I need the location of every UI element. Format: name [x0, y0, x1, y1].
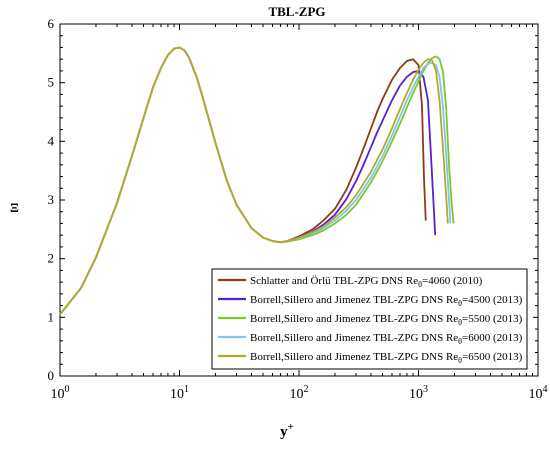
x-tick-label: 103	[409, 384, 428, 402]
legend-label-sub: θ	[458, 356, 462, 365]
legend-label-2: Borrell,Sillero and Jimenez TBL-ZPG DNS …	[250, 294, 523, 308]
y-axis-label: Ξ	[10, 200, 19, 215]
x-tick-label: 101	[170, 384, 189, 402]
ticks-layer	[59, 23, 539, 377]
x-tick-label-exp: 1	[184, 384, 189, 395]
x-tick-label: 102	[290, 384, 309, 402]
legend-items: Schlatter and Örlü TBL-ZPG DNS Reθ=4060 …	[218, 275, 523, 365]
x-tick-label-exp: 4	[543, 384, 548, 395]
legend-label-text: Schlatter and Örlü TBL-ZPG DNS Re	[250, 275, 418, 287]
x-tick-label: 104	[529, 384, 548, 402]
x-axis-label-base: y	[280, 424, 288, 440]
legend-box	[211, 268, 528, 370]
legend-label-3: Borrell,Sillero and Jimenez TBL-ZPG DNS …	[250, 313, 523, 327]
plot-area	[59, 23, 539, 377]
legend-label-sub: θ	[418, 280, 422, 289]
y-tick-label: 0	[48, 368, 55, 383]
x-tick-labels: 100 101 102 103 104	[51, 384, 548, 402]
x-tick-label-exp: 3	[423, 384, 428, 395]
legend-label-5: Borrell,Sillero and Jimenez TBL-ZPG DNS …	[250, 351, 523, 365]
legend-label-text-after: =4060 (2010)	[422, 275, 483, 287]
legend-label-text-after: =5500 (2013)	[462, 313, 523, 325]
x-tick-label-base: 10	[409, 387, 423, 402]
x-tick-label-base: 10	[290, 387, 304, 402]
y-tick-label: 5	[48, 75, 55, 90]
legend-label-4: Borrell,Sillero and Jimenez TBL-ZPG DNS …	[250, 332, 523, 346]
x-tick-label-base: 10	[529, 387, 543, 402]
series-line-5	[59, 46, 449, 315]
x-tick-label-base: 10	[170, 387, 184, 402]
legend-label-text: Borrell,Sillero and Jimenez TBL-ZPG DNS …	[250, 294, 458, 306]
legend: Schlatter and Örlü TBL-ZPG DNS Reθ=4060 …	[211, 268, 528, 370]
x-axis-label-sup: +	[288, 421, 294, 433]
y-tick-label: 1	[48, 309, 55, 324]
legend-label-text: Borrell,Sillero and Jimenez TBL-ZPG DNS …	[250, 351, 458, 363]
legend-label-1: Schlatter and Örlü TBL-ZPG DNS Reθ=4060 …	[250, 275, 483, 289]
y-tick-labels: 0 1 2 3 4 5 6	[48, 16, 55, 383]
legend-label-text: Borrell,Sillero and Jimenez TBL-ZPG DNS …	[250, 332, 458, 344]
y-tick-label: 2	[48, 251, 55, 266]
x-tick-label-exp: 2	[304, 384, 309, 395]
legend-label-text-after: =4500 (2013)	[462, 294, 523, 306]
legend-label-text-after: =6500 (2013)	[462, 351, 523, 363]
chart-title: TBL-ZPG	[268, 4, 325, 19]
y-tick-label: 4	[48, 133, 55, 148]
legend-label-sub: θ	[458, 299, 462, 308]
y-tick-label: 3	[48, 192, 55, 207]
x-axis-label: y+	[280, 421, 294, 440]
legend-label-text: Borrell,Sillero and Jimenez TBL-ZPG DNS …	[250, 313, 458, 325]
x-tick-label-base: 10	[51, 387, 65, 402]
x-tick-label-exp: 0	[65, 384, 70, 395]
legend-label-text-after: =6000 (2013)	[462, 332, 523, 344]
legend-label-sub: θ	[458, 318, 462, 327]
series-layer	[59, 46, 455, 315]
x-tick-label: 100	[51, 384, 70, 402]
legend-label-sub: θ	[458, 337, 462, 346]
y-tick-label: 6	[48, 16, 55, 31]
